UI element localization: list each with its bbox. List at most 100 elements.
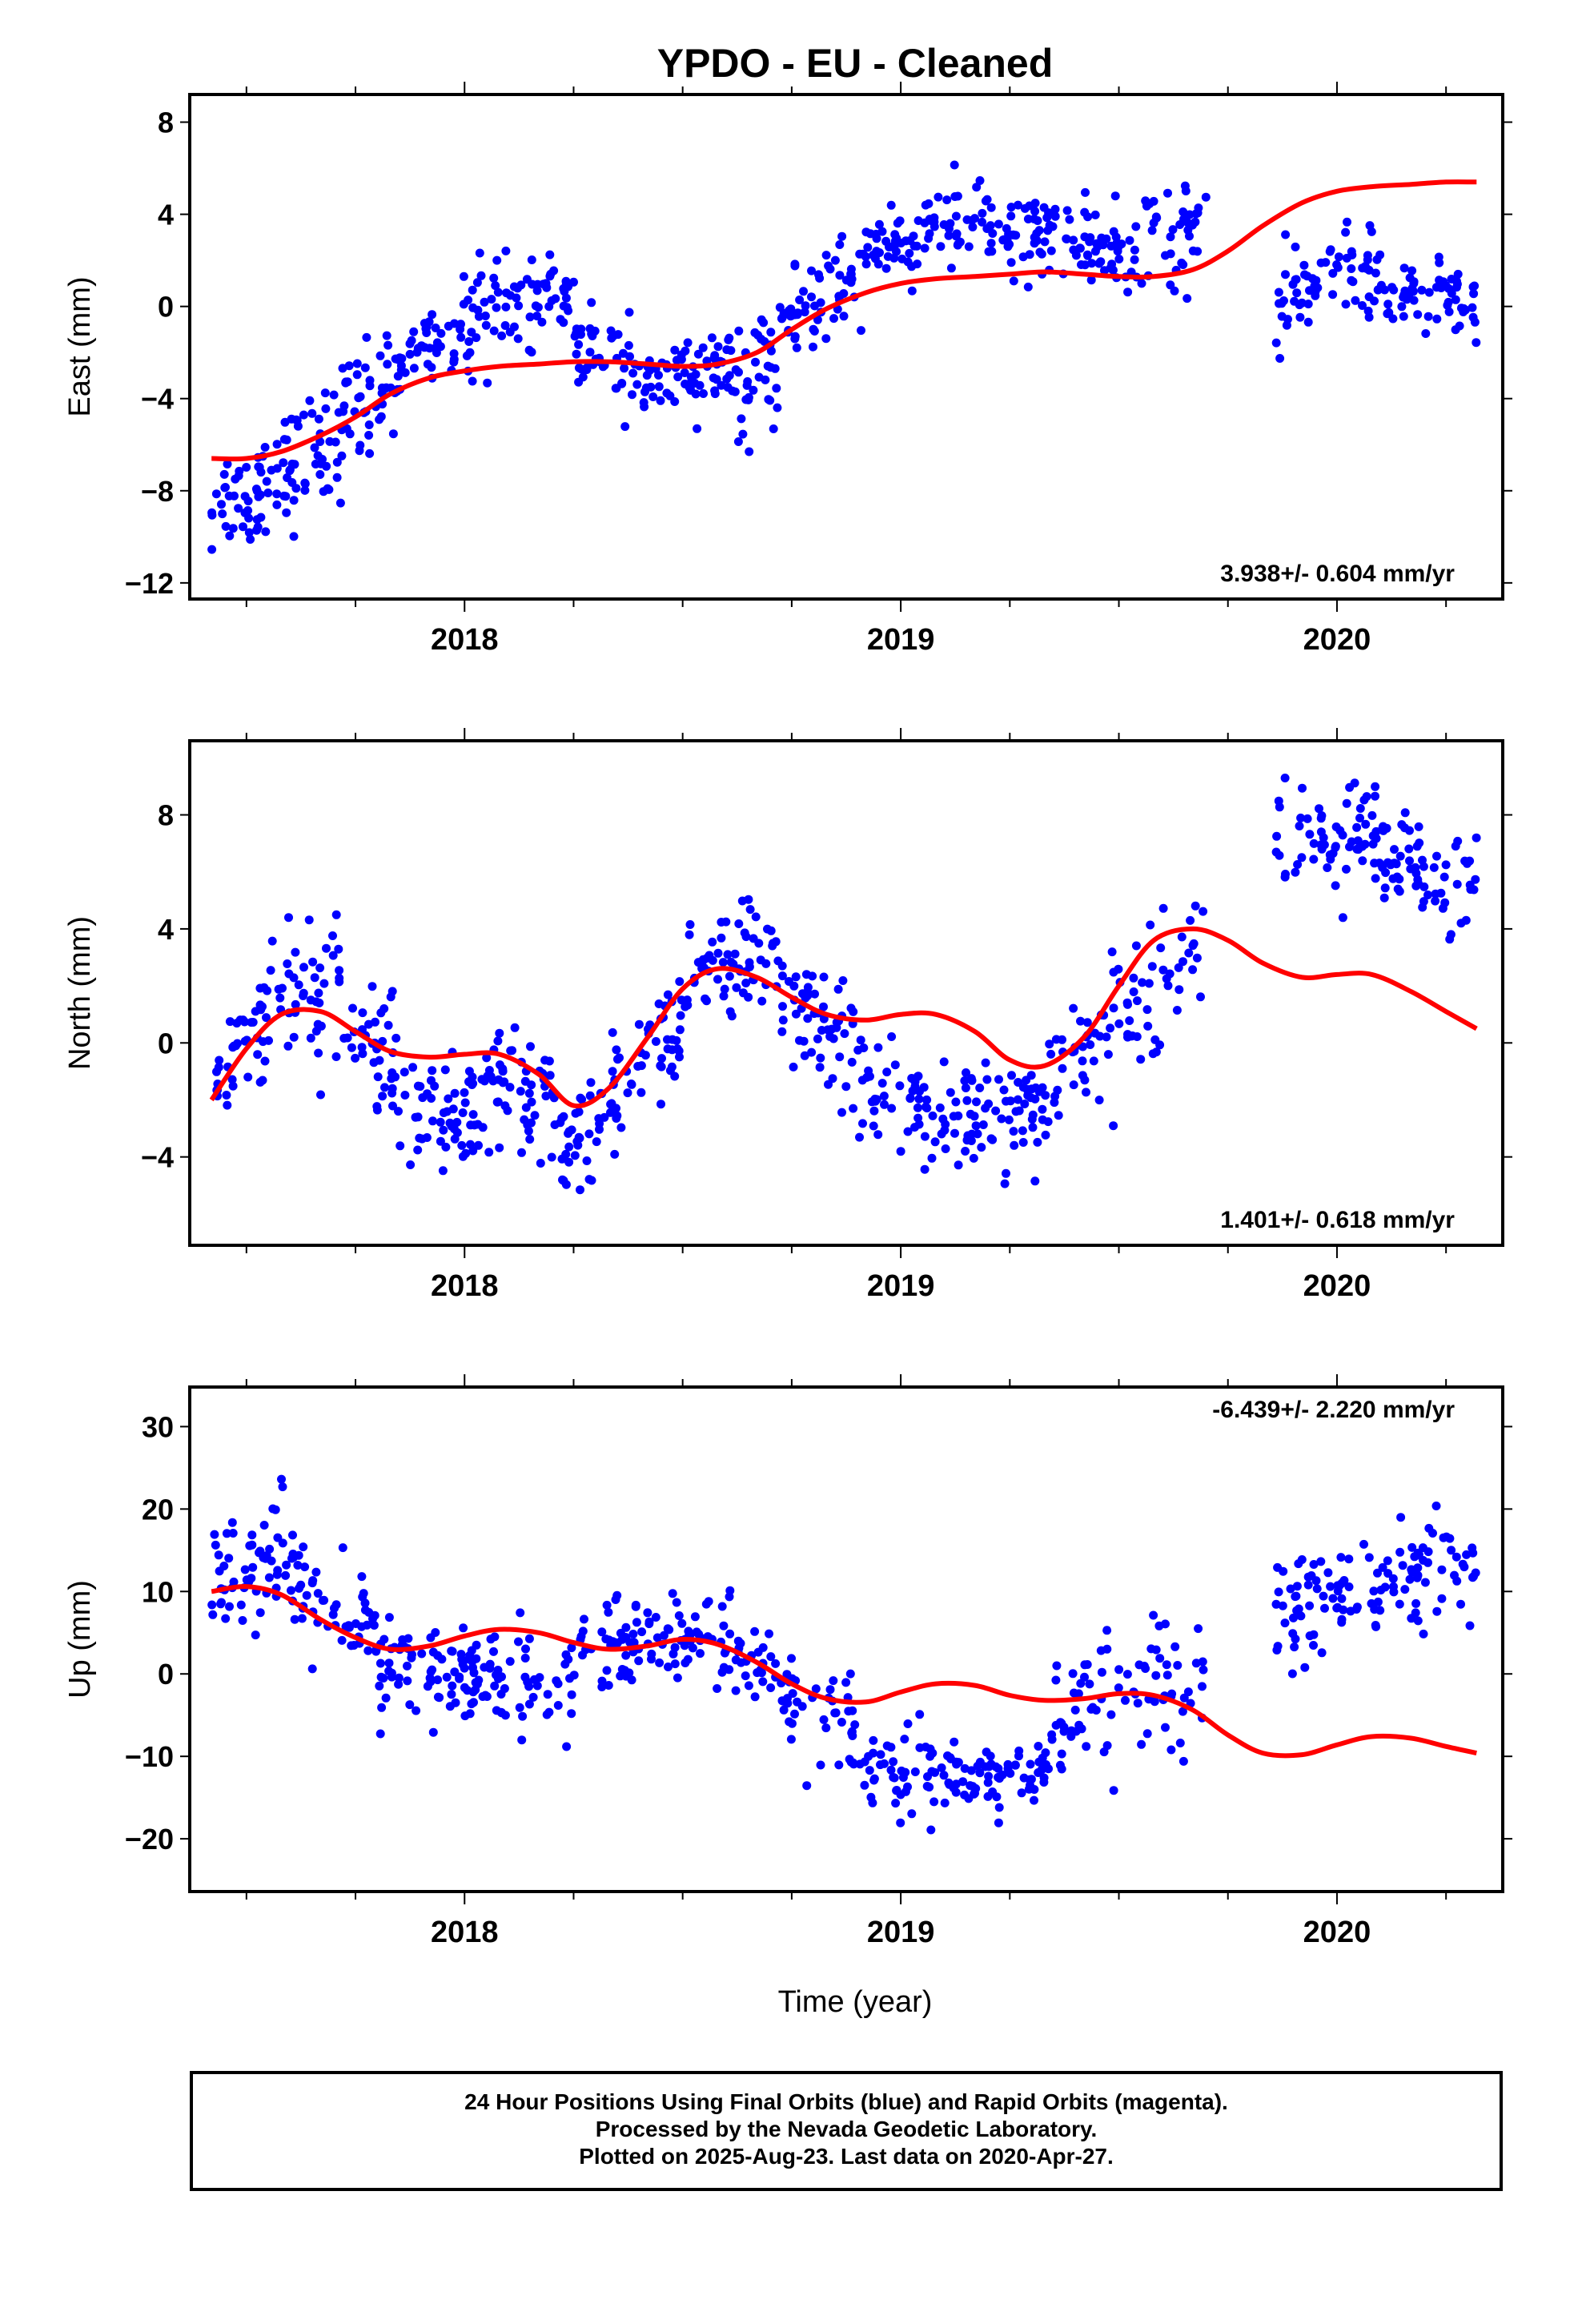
east-point: [964, 242, 974, 251]
north-point: [988, 1135, 998, 1144]
east-point: [673, 372, 683, 382]
north-point: [966, 1109, 975, 1119]
east-point: [975, 176, 985, 185]
up-point: [785, 1717, 794, 1727]
east-point: [239, 522, 247, 532]
east-point: [814, 270, 823, 279]
north-point: [725, 971, 734, 981]
east-point: [382, 331, 391, 340]
east-point: [1328, 268, 1338, 278]
north-point: [576, 1185, 584, 1195]
up-point: [375, 1681, 384, 1691]
east-point: [476, 271, 486, 280]
north-point: [1129, 987, 1138, 996]
north-point: [1090, 1028, 1100, 1038]
up-point: [1456, 1599, 1465, 1609]
up-point: [686, 1629, 696, 1638]
north-point: [1338, 913, 1347, 923]
north-point: [681, 1002, 690, 1011]
up-point: [1309, 1641, 1318, 1650]
east-point: [397, 354, 407, 364]
north-point: [1128, 1031, 1137, 1040]
north-point: [1378, 862, 1387, 872]
north-point: [1316, 840, 1326, 850]
up-point: [289, 1552, 299, 1562]
north-point: [536, 1159, 545, 1168]
east-point: [493, 287, 503, 297]
east-point: [1083, 212, 1093, 222]
north-point: [558, 1175, 567, 1184]
east-point: [289, 532, 299, 541]
east-point: [576, 324, 586, 334]
up-point: [341, 1622, 351, 1631]
north-point: [1323, 863, 1332, 872]
east-point: [821, 251, 831, 260]
north-point: [685, 930, 694, 939]
north-point: [784, 977, 793, 986]
east-point: [1137, 279, 1146, 288]
east-point: [365, 376, 375, 385]
up-point: [1091, 1706, 1101, 1715]
up-point: [435, 1693, 444, 1703]
up-point: [621, 1651, 631, 1660]
north-point: [849, 1104, 858, 1113]
east-point: [527, 255, 536, 264]
east-point: [1341, 300, 1351, 309]
east-y-tick-label: −4: [141, 383, 174, 416]
east-point: [409, 364, 419, 373]
north-point: [492, 1097, 502, 1107]
east-point: [881, 263, 891, 273]
north-point: [939, 1057, 949, 1067]
up-point: [1373, 1568, 1382, 1578]
north-point: [559, 1112, 568, 1121]
north-point: [751, 912, 761, 922]
north-point: [468, 1072, 477, 1082]
north-point: [493, 1036, 503, 1046]
up-point: [524, 1699, 534, 1709]
north-point: [1103, 1050, 1113, 1059]
east-point: [1092, 239, 1102, 248]
up-point: [1194, 1624, 1203, 1634]
up-point: [897, 1766, 906, 1775]
up-point: [431, 1628, 440, 1637]
up-point: [624, 1668, 634, 1678]
north-point: [668, 1035, 677, 1044]
east-point: [835, 271, 845, 280]
north-point: [1280, 774, 1290, 782]
north-point: [1028, 1110, 1038, 1120]
east-point: [497, 331, 507, 340]
up-point: [779, 1705, 789, 1715]
east-point: [830, 255, 840, 265]
east-point: [839, 312, 849, 321]
east-point: [422, 328, 432, 337]
east-point: [1145, 199, 1154, 208]
up-point: [1191, 1659, 1201, 1668]
up-point: [1413, 1548, 1423, 1558]
north-point: [819, 972, 829, 982]
east-point: [1399, 263, 1409, 273]
east-point: [1077, 260, 1086, 269]
up-point: [428, 1727, 438, 1737]
up-point: [670, 1659, 680, 1669]
east-point: [955, 237, 965, 247]
east-point: [1451, 295, 1460, 304]
east-point: [829, 314, 838, 324]
east-point: [646, 382, 656, 392]
up-point: [1383, 1556, 1392, 1566]
east-point: [656, 396, 665, 405]
up-point: [966, 1766, 976, 1775]
east-point: [845, 274, 855, 283]
up-point: [297, 1614, 307, 1623]
east-point: [744, 395, 753, 404]
east-point: [1075, 243, 1085, 253]
up-point: [417, 1649, 427, 1659]
north-point: [744, 992, 753, 1002]
east-points: [207, 160, 1481, 554]
north-point: [1186, 915, 1195, 925]
up-point: [517, 1735, 527, 1745]
north-point: [757, 996, 767, 1006]
up-point: [951, 1787, 961, 1797]
up-point: [1326, 1582, 1335, 1591]
up-point: [1114, 1683, 1123, 1693]
up-point: [834, 1760, 844, 1770]
